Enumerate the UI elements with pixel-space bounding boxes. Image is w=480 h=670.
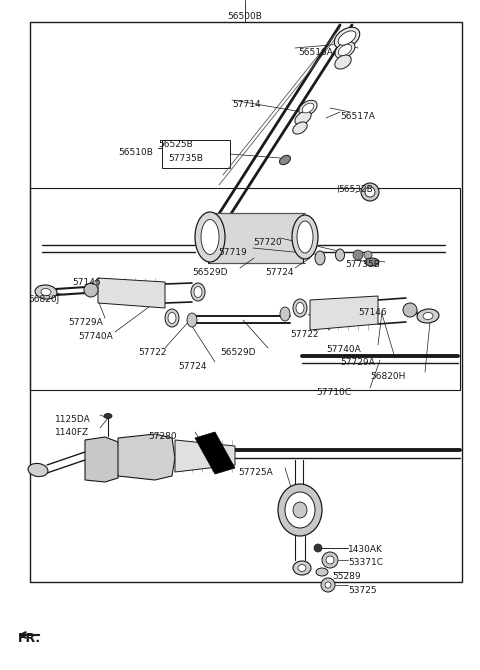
Text: FR.: FR. bbox=[18, 632, 41, 645]
Text: 56516A: 56516A bbox=[298, 48, 333, 57]
Text: 56532B: 56532B bbox=[338, 185, 373, 194]
Text: 57280: 57280 bbox=[148, 432, 177, 441]
Text: 56517A: 56517A bbox=[340, 112, 375, 121]
Ellipse shape bbox=[297, 221, 313, 253]
Ellipse shape bbox=[423, 312, 433, 320]
Circle shape bbox=[322, 552, 338, 568]
Text: 57146: 57146 bbox=[72, 278, 101, 287]
Text: 57722: 57722 bbox=[138, 348, 167, 357]
Bar bbox=[162, 140, 230, 168]
Ellipse shape bbox=[293, 299, 307, 317]
Circle shape bbox=[84, 283, 98, 297]
Ellipse shape bbox=[292, 215, 318, 259]
Ellipse shape bbox=[293, 502, 307, 518]
Ellipse shape bbox=[365, 258, 379, 266]
Ellipse shape bbox=[417, 309, 439, 323]
Text: 56500B: 56500B bbox=[228, 12, 263, 21]
Ellipse shape bbox=[35, 285, 57, 299]
Ellipse shape bbox=[295, 111, 311, 125]
Text: 57719: 57719 bbox=[218, 248, 247, 257]
Ellipse shape bbox=[365, 187, 375, 197]
Circle shape bbox=[314, 544, 322, 552]
Ellipse shape bbox=[335, 42, 355, 58]
Polygon shape bbox=[175, 440, 235, 472]
Ellipse shape bbox=[298, 565, 306, 572]
Text: 53725: 53725 bbox=[348, 586, 377, 595]
Ellipse shape bbox=[279, 155, 290, 165]
Ellipse shape bbox=[194, 287, 202, 297]
Text: 1125DA: 1125DA bbox=[55, 415, 91, 424]
Ellipse shape bbox=[187, 313, 197, 327]
Text: 56820J: 56820J bbox=[28, 295, 59, 304]
Text: 57740A: 57740A bbox=[326, 345, 361, 354]
Text: 57735B: 57735B bbox=[168, 154, 203, 163]
Ellipse shape bbox=[315, 251, 325, 265]
Ellipse shape bbox=[336, 249, 345, 261]
Ellipse shape bbox=[104, 413, 112, 419]
Ellipse shape bbox=[168, 312, 176, 324]
Text: 56529D: 56529D bbox=[192, 268, 228, 277]
Circle shape bbox=[403, 303, 417, 317]
Text: 56525B: 56525B bbox=[158, 140, 193, 149]
Text: 57720: 57720 bbox=[253, 238, 282, 247]
Polygon shape bbox=[98, 278, 165, 308]
Text: 57740A: 57740A bbox=[78, 332, 113, 341]
Ellipse shape bbox=[28, 464, 48, 476]
Text: 57722: 57722 bbox=[290, 330, 319, 339]
Ellipse shape bbox=[316, 568, 328, 576]
Ellipse shape bbox=[296, 302, 304, 314]
Text: 57729A: 57729A bbox=[68, 318, 103, 327]
Ellipse shape bbox=[302, 103, 314, 113]
Text: 53371C: 53371C bbox=[348, 558, 383, 567]
Ellipse shape bbox=[334, 27, 360, 49]
Ellipse shape bbox=[191, 283, 205, 301]
Text: 57710C: 57710C bbox=[316, 388, 351, 397]
Ellipse shape bbox=[338, 44, 352, 56]
Ellipse shape bbox=[195, 212, 225, 262]
Text: 57735B: 57735B bbox=[345, 260, 380, 269]
Text: 57724: 57724 bbox=[265, 268, 293, 277]
Text: 57729A: 57729A bbox=[340, 358, 375, 367]
Ellipse shape bbox=[338, 31, 356, 45]
Ellipse shape bbox=[361, 183, 379, 201]
Ellipse shape bbox=[201, 220, 219, 255]
Ellipse shape bbox=[293, 561, 311, 575]
Ellipse shape bbox=[299, 100, 317, 116]
Ellipse shape bbox=[280, 307, 290, 321]
Polygon shape bbox=[85, 437, 120, 482]
Ellipse shape bbox=[165, 309, 179, 327]
Ellipse shape bbox=[285, 492, 315, 528]
Circle shape bbox=[325, 582, 331, 588]
Text: 57725A: 57725A bbox=[238, 468, 273, 477]
Ellipse shape bbox=[278, 484, 322, 536]
Bar bbox=[30, 22, 462, 582]
Circle shape bbox=[321, 578, 335, 592]
Ellipse shape bbox=[335, 55, 351, 69]
Text: 57724: 57724 bbox=[178, 362, 206, 371]
Text: 56820H: 56820H bbox=[370, 372, 406, 381]
Bar bbox=[208, 213, 303, 263]
Polygon shape bbox=[118, 434, 175, 480]
Polygon shape bbox=[310, 296, 378, 330]
Text: 56529D: 56529D bbox=[220, 348, 255, 357]
Circle shape bbox=[364, 251, 372, 259]
Polygon shape bbox=[195, 432, 235, 474]
Ellipse shape bbox=[41, 289, 51, 295]
Circle shape bbox=[326, 556, 334, 564]
Circle shape bbox=[353, 250, 363, 260]
Ellipse shape bbox=[293, 122, 307, 134]
Text: 56510B: 56510B bbox=[118, 148, 153, 157]
Text: 1430AK: 1430AK bbox=[348, 545, 383, 554]
Text: 57714: 57714 bbox=[232, 100, 261, 109]
Text: 1140FZ: 1140FZ bbox=[55, 428, 89, 437]
Text: 55289: 55289 bbox=[332, 572, 360, 581]
Text: 57146: 57146 bbox=[358, 308, 386, 317]
